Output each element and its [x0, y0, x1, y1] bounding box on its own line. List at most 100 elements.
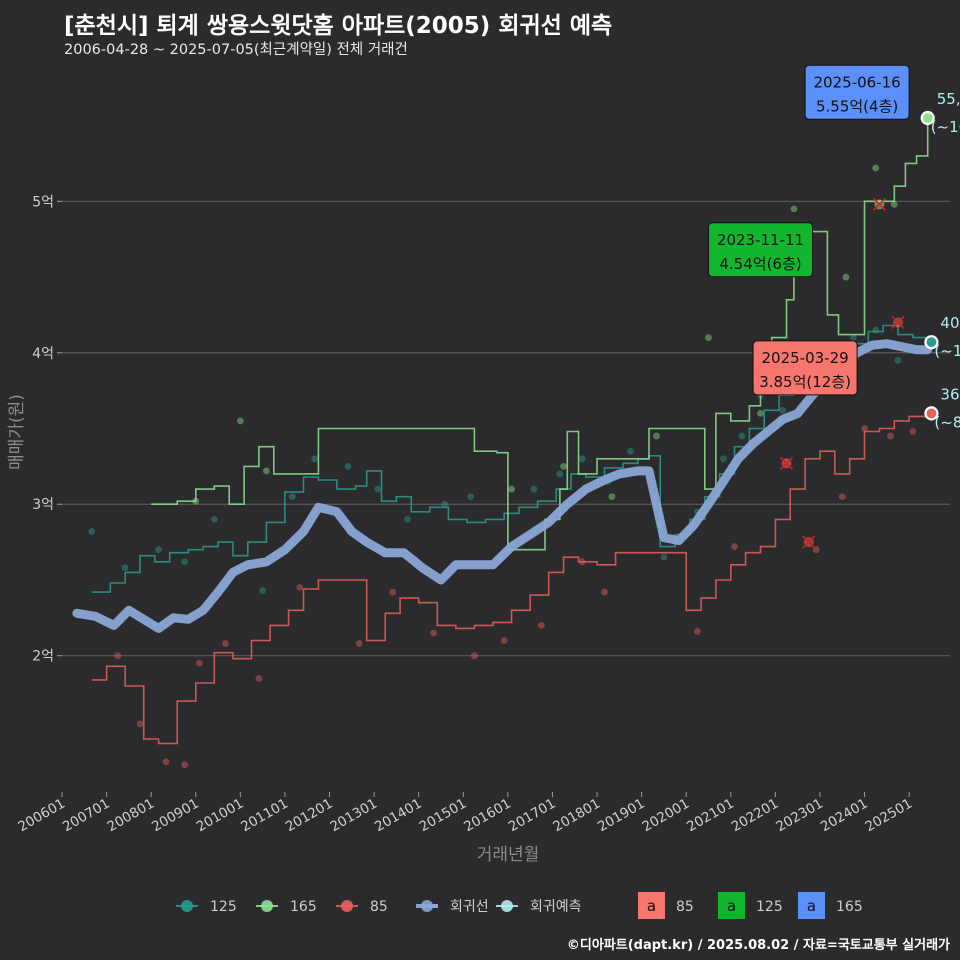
callout-s165: 2025-06-16 5.55억(4층)	[804, 64, 910, 120]
y-axis-label: 매매가(원)	[7, 394, 27, 470]
scatter-point	[560, 462, 567, 470]
callout-price: 4.54억(6층)	[719, 255, 801, 273]
scatter-point	[181, 761, 189, 769]
callout-box	[804, 64, 910, 120]
legend-item-s125: 125	[176, 899, 237, 915]
scatter-point	[705, 334, 712, 342]
scatter-point	[404, 515, 411, 523]
y-tick-label: 4억	[32, 346, 54, 362]
x-tick-label: 200601	[15, 796, 68, 836]
callouts: 2025-06-165.55억(4층) 2023-11-11 4.54억(6층) 20…	[708, 64, 910, 396]
cross-marker-x	[779, 456, 794, 470]
scatter-point	[467, 493, 475, 501]
scatter-point	[181, 558, 189, 566]
scatter-point	[114, 652, 122, 660]
legend-swatch-dot	[261, 900, 273, 912]
x-tick-label: 200701	[60, 796, 113, 836]
scatter-point	[530, 485, 538, 493]
x-tick-label: 201401	[372, 796, 425, 836]
legend-item-regression: 회귀선	[416, 899, 489, 915]
scatter-point	[374, 485, 382, 493]
legend-swatch-dot	[341, 900, 353, 912]
legend-swatch-dot	[501, 900, 513, 912]
scatter-point	[441, 500, 449, 508]
scatter-point	[222, 640, 229, 647]
scatter-point	[556, 470, 564, 478]
scatter-point	[210, 515, 218, 523]
x-tick-label: 202501	[862, 796, 915, 836]
series-lines	[72, 118, 933, 745]
regression-line	[72, 339, 933, 633]
callout-s85: 2025-03-29 3.85억(12층)	[752, 340, 858, 396]
legend-box-label: 85	[676, 899, 694, 915]
callout-date: 2025-03-29	[762, 349, 849, 367]
scatter-point	[311, 455, 319, 463]
legend-label: 회귀예측	[530, 899, 582, 915]
scatter-point	[537, 621, 545, 629]
legend-label: 165	[290, 899, 317, 915]
x-tick-label: 200901	[149, 796, 202, 836]
legend-box-item: a 85	[638, 892, 694, 919]
end-label-area: (~165㎡)	[931, 118, 960, 136]
scatter-point	[838, 493, 846, 501]
cross-marker	[802, 535, 816, 549]
x-tick-label: 202201	[729, 796, 782, 836]
scatter-point	[887, 432, 894, 440]
scatter-point	[162, 758, 170, 766]
x-tick-labels: 2006012007012008012009012010012011012012…	[15, 792, 915, 835]
scatter-point	[430, 629, 437, 637]
scatter-point	[259, 587, 267, 594]
cross-marker	[779, 456, 794, 470]
legend-label: 85	[370, 899, 388, 915]
legend-box-item: a 125	[718, 892, 783, 919]
x-tick-label: 201301	[327, 796, 380, 836]
cross-marker	[872, 197, 886, 211]
scatter-point	[842, 273, 850, 281]
scatter-point	[719, 455, 727, 463]
scatter-point	[500, 637, 508, 644]
legend: 125 165 85 회귀선 회귀예측 a 85 a 125 a 165	[176, 892, 863, 919]
chart-title: [춘천시] 퇴계 쌍용스윗닷홈 아파트(2005) 회귀선 예측	[64, 13, 613, 39]
x-tick-label: 201201	[283, 796, 336, 836]
scatter-point	[872, 326, 880, 334]
legend-box-letter: a	[647, 897, 656, 915]
scatter-point	[121, 564, 129, 572]
y-tick-label: 5억	[32, 194, 54, 210]
scatter-point	[890, 200, 898, 208]
end-point-s165	[920, 110, 935, 126]
x-tick-label: 202401	[818, 796, 871, 836]
legend-box-swatch	[638, 892, 665, 919]
legend-box-letter: a	[727, 897, 736, 915]
legend-box-swatch	[798, 892, 825, 919]
scatter-point	[608, 493, 616, 501]
x-tick-label: 201801	[550, 796, 603, 836]
scatter-point	[196, 659, 203, 667]
end-label-value: 36,000	[940, 385, 960, 403]
scatter-point	[894, 356, 902, 364]
scatter-point	[779, 406, 787, 414]
chart-subtitle: 2006-04-28 ~ 2025-07-05(최근계약일) 전체 거래건	[64, 42, 408, 58]
callout-date: 2023-11-11	[717, 231, 804, 249]
end-points: 55,500 (~165㎡) 40,667 (~125㎡) 36,000 (~85㎡)	[920, 90, 960, 431]
legend-item-forecast: 회귀예측	[496, 899, 582, 915]
legend-box-label: 165	[836, 899, 863, 915]
x-tick-label: 201701	[506, 796, 559, 836]
scatter-point	[262, 467, 270, 475]
scatter-point	[731, 543, 738, 551]
x-tick-label: 201901	[595, 796, 648, 836]
end-label-area: (~85㎡)	[934, 413, 960, 431]
x-tick-label: 201601	[461, 796, 514, 836]
caption: ©디아파트(dapt.kr) / 2025.08.02 / 자료=국토교통부 실…	[566, 938, 950, 953]
x-tick-label: 202101	[684, 796, 737, 836]
legend-item-s85: 85	[336, 899, 388, 915]
end-label-value: 55,500	[937, 90, 960, 108]
legend-box-label: 125	[756, 899, 783, 915]
scatter-point	[653, 432, 660, 440]
scatter-point	[738, 432, 746, 440]
x-tick-label: 200801	[105, 796, 158, 836]
scatter-point	[508, 485, 515, 493]
scatter-point	[872, 164, 880, 172]
y-tick-labels: 2억 3억 4억 5억	[32, 194, 62, 665]
series-line-85	[91, 413, 929, 745]
